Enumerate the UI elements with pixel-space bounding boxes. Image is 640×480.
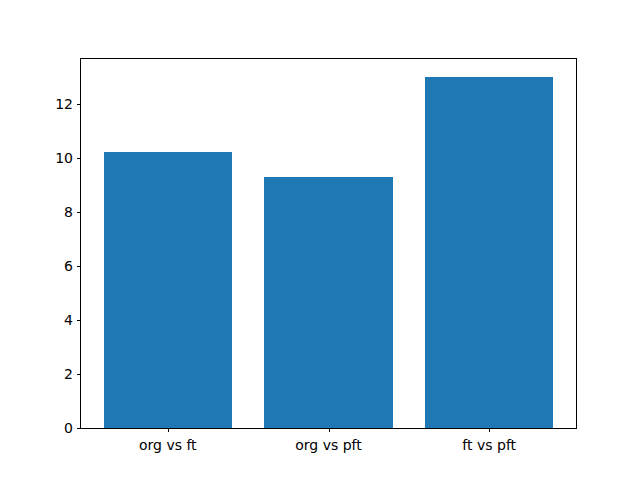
y-axis-tick-label: 12 xyxy=(33,97,73,111)
plot-area: 024681012org vs ftorg vs pftft vs pft xyxy=(80,58,577,429)
x-axis-category-label: ft vs pft xyxy=(462,437,516,453)
figure-canvas: 0 2 4 6 8 10 12 org vs ft org vs pft ft vs pft xyxy=(0,0,640,480)
y-axis-tick-label: 2 xyxy=(33,367,73,381)
x-axis-tick xyxy=(329,428,330,432)
y-axis-tick xyxy=(77,320,81,321)
x-axis-category-label: org vs pft xyxy=(295,437,362,453)
bar-org-vs-pft xyxy=(264,177,393,428)
bar-org-vs-ft xyxy=(104,152,233,428)
y-axis-tick xyxy=(77,212,81,213)
y-axis-tick-label: 8 xyxy=(33,205,73,219)
y-axis-tick xyxy=(77,374,81,375)
y-axis-tick-label: 4 xyxy=(33,313,73,327)
y-axis-tick xyxy=(77,158,81,159)
y-axis-tick-label: 6 xyxy=(33,259,73,273)
y-axis-tick xyxy=(77,266,81,267)
y-axis-tick xyxy=(77,104,81,105)
x-axis-tick xyxy=(168,428,169,432)
y-axis-tick-label: 0 xyxy=(33,421,73,435)
x-axis-tick xyxy=(489,428,490,432)
y-axis-tick-label: 10 xyxy=(33,151,73,165)
x-axis-category-label: org vs ft xyxy=(139,437,197,453)
bar-ft-vs-pft xyxy=(425,77,554,428)
y-axis-tick xyxy=(77,428,81,429)
